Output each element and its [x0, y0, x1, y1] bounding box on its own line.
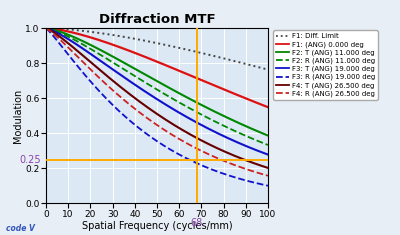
- Text: 0.25: 0.25: [19, 154, 41, 164]
- Title: Diffraction MTF: Diffraction MTF: [99, 13, 215, 26]
- Legend: F1: Diff. Limit, F1: (ANG) 0.000 deg, F2: T (ANG) 11.000 deg, F2: R (ANG) 11.000: F1: Diff. Limit, F1: (ANG) 0.000 deg, F2…: [274, 31, 378, 100]
- X-axis label: Spatial Frequency (cycles/mm): Spatial Frequency (cycles/mm): [82, 221, 232, 231]
- Text: code V: code V: [6, 224, 35, 234]
- Y-axis label: Modulation: Modulation: [12, 89, 22, 143]
- Text: 68: 68: [191, 218, 203, 228]
